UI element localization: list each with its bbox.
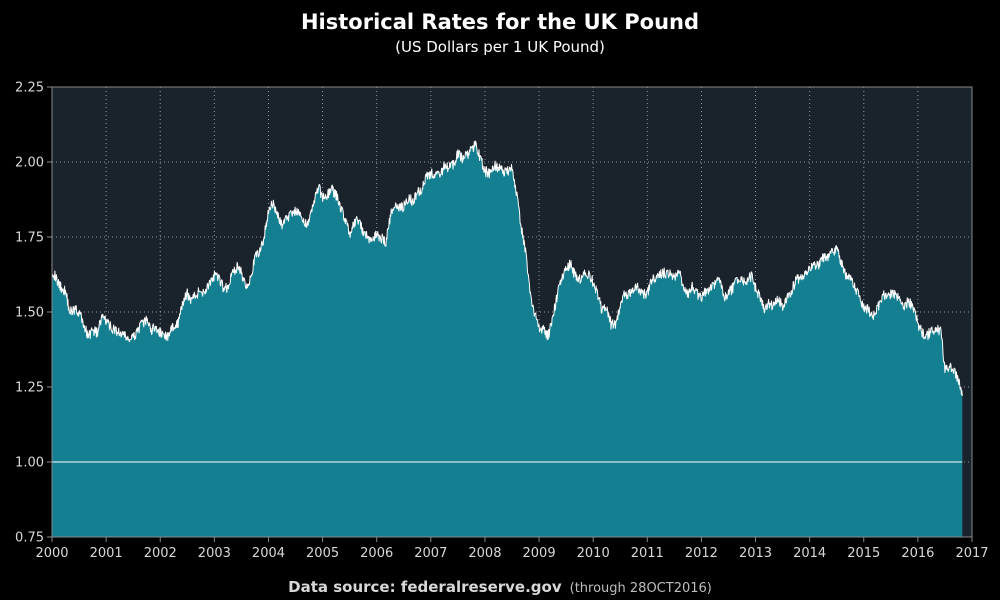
chart-subtitle: (US Dollars per 1 UK Pound) (395, 38, 605, 56)
footer: Data source: federalreserve.gov (through … (288, 578, 712, 596)
x-tick-label: 2009 (523, 546, 556, 561)
x-tick-label: 2012 (685, 546, 718, 561)
series-area (52, 141, 963, 537)
x-tick-label: 2004 (252, 546, 285, 561)
x-tick-label: 2001 (90, 546, 123, 561)
y-tick-label: 1.75 (15, 231, 44, 246)
x-tick-label: 2010 (577, 546, 610, 561)
x-tick-label: 2011 (631, 546, 664, 561)
x-tick-label: 2008 (468, 546, 501, 561)
x-tick-label: 2003 (198, 546, 231, 561)
x-tick-label: 2016 (901, 546, 934, 561)
x-tick-label: 2013 (739, 546, 772, 561)
series-line (51, 140, 963, 397)
x-tick-label: 2006 (360, 546, 393, 561)
x-tick-label: 2017 (955, 546, 988, 561)
y-tick-label: 0.75 (15, 531, 44, 546)
plot-area (51, 86, 973, 538)
chart-title: Historical Rates for the UK Pound (301, 10, 699, 34)
x-tick-label: 2000 (35, 546, 68, 561)
y-axis: 0.75 1.00 1.25 1.50 1.75 2.00 2.25 (15, 81, 52, 546)
x-axis: 2000 2001 2002 2003 2004 2005 2006 2007 2008 2009… (35, 537, 989, 561)
x-tick-label: 2007 (414, 546, 447, 561)
y-tick-label: 2.00 (15, 156, 44, 171)
y-tick-label: 1.00 (15, 456, 44, 471)
x-tick-label: 2014 (793, 546, 826, 561)
data-through-note: (through 28OCT2016) (570, 581, 712, 596)
y-tick-label: 2.25 (15, 81, 44, 96)
y-tick-label: 1.25 (15, 381, 44, 396)
data-source-label: Data source: federalreserve.gov (288, 578, 562, 596)
y-tick-label: 1.50 (15, 306, 44, 321)
x-tick-label: 2005 (306, 546, 339, 561)
x-tick-label: 2015 (847, 546, 880, 561)
x-tick-label: 2002 (144, 546, 177, 561)
